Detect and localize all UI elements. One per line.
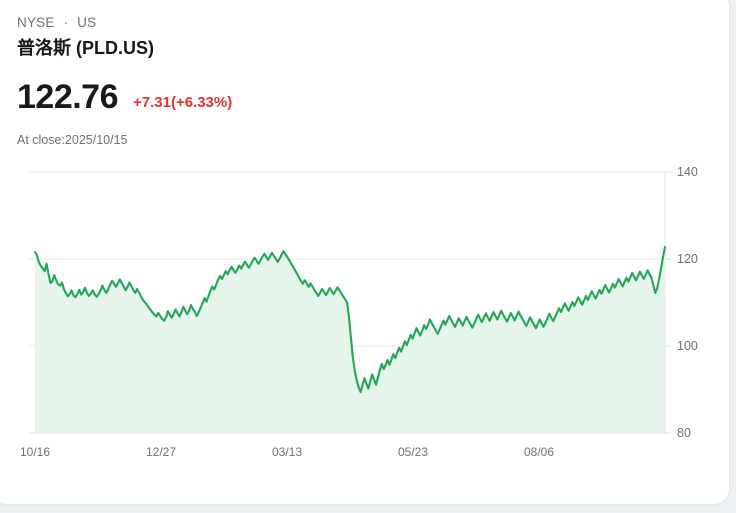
region-label: US: [77, 15, 97, 30]
exchange-region-row: NYSE · US: [17, 14, 96, 31]
x-axis-tick-label: 03/13: [271, 445, 303, 459]
last-price: 122.76: [17, 78, 119, 116]
y-axis-tick-label: 120: [677, 252, 698, 266]
price-row: 122.76 +7.31(+6.33%): [17, 77, 232, 117]
price-change-badge: +7.31(+6.33%): [133, 94, 233, 111]
y-axis-tick-label: 80: [677, 426, 691, 440]
x-axis-tick-label: 10/16: [19, 445, 51, 459]
stock-quote-card-content: NYSE · US 普洛斯 (PLD.US) 122.76 +7.31(+6.3…: [0, 14, 729, 471]
page-title: 普洛斯 (PLD.US): [17, 38, 154, 58]
y-axis-tick-label: 100: [677, 339, 698, 353]
market-status-text: At close:2025/10/15: [17, 133, 128, 147]
price-line: [33, 245, 667, 394]
x-axis-tick-label: 12/27: [145, 445, 177, 459]
price-chart[interactable]: 140 120 100 80 10/16 12/27 03/13 05/23 08/06: [0, 151, 729, 471]
bullet-separator-icon: ·: [63, 15, 69, 30]
price-area-fill: [35, 246, 665, 433]
y-axis-tick-label: 140: [677, 165, 698, 179]
exchange-label: NYSE: [17, 15, 55, 30]
stock-quote-card: NYSE · US 普洛斯 (PLD.US) 122.76 +7.31(+6.3…: [0, 0, 730, 505]
x-axis-tick-label: 08/06: [523, 445, 555, 459]
price-chart-svg[interactable]: [0, 151, 729, 471]
x-axis-tick-label: 05/23: [397, 445, 429, 459]
